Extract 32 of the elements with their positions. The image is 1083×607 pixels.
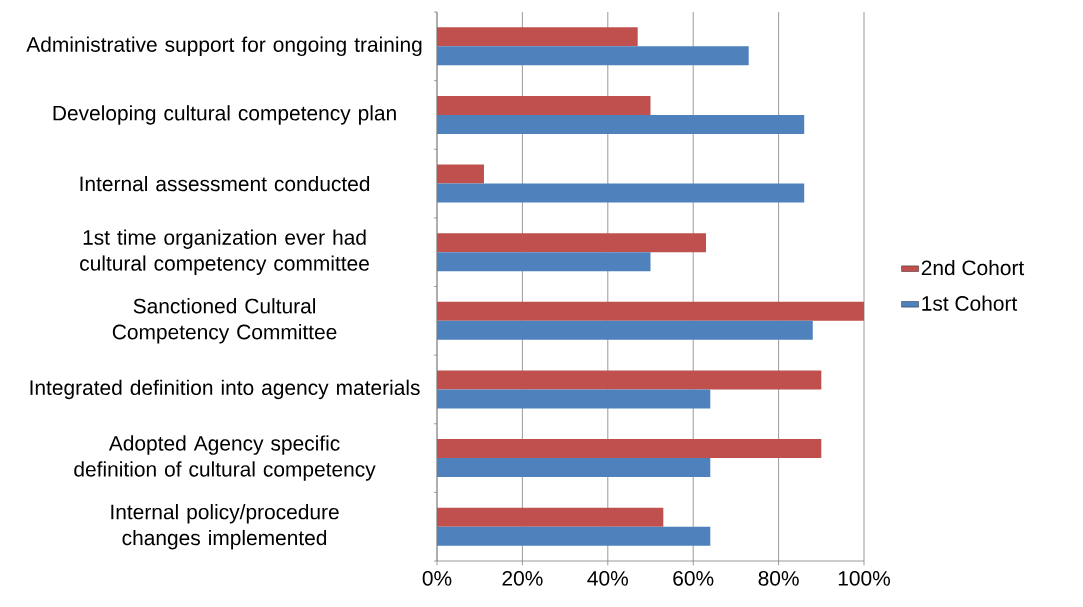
bar	[437, 233, 707, 253]
bar	[437, 507, 664, 527]
x-tick-label: 60%	[673, 570, 714, 586]
bar	[437, 164, 484, 184]
bar	[437, 370, 822, 390]
bar	[437, 46, 749, 66]
x-tick-label: 100%	[838, 570, 891, 586]
bar	[437, 114, 805, 134]
y-tick-label: Administrative support for ongoing training	[26, 36, 422, 57]
y-tick-label: 1st time organization ever had cultural competency committee	[80, 229, 369, 275]
bar	[437, 95, 651, 115]
x-tick-label: 80%	[758, 570, 799, 586]
bar	[437, 439, 822, 459]
x-tick-label: 20%	[502, 570, 543, 586]
x-tick-label: 40%	[587, 570, 628, 586]
bar	[437, 389, 711, 409]
bar	[437, 252, 651, 272]
legend-label: 1st Cohort	[922, 295, 1018, 311]
bar	[437, 301, 864, 321]
y-tick-label: Sanctioned Cultural Competency Committee	[112, 298, 337, 344]
y-tick-label: Integrated definition into agency materials	[30, 379, 420, 400]
bar	[437, 183, 805, 203]
y-tick-label: Internal assessment conducted	[80, 175, 370, 192]
x-tick-label: 0%	[422, 570, 452, 586]
bar	[437, 27, 638, 47]
y-tick-label: Adopted Agency specific definition of cultural competency	[74, 435, 376, 481]
y-tick-label: Internal policy/procedure changes implemented	[111, 504, 339, 550]
bar	[437, 320, 813, 340]
y-tick-label: Developing cultural competency plan	[53, 105, 396, 125]
bar	[437, 526, 711, 546]
legend-label: 2nd Cohort	[921, 259, 1025, 276]
bar	[437, 458, 711, 478]
